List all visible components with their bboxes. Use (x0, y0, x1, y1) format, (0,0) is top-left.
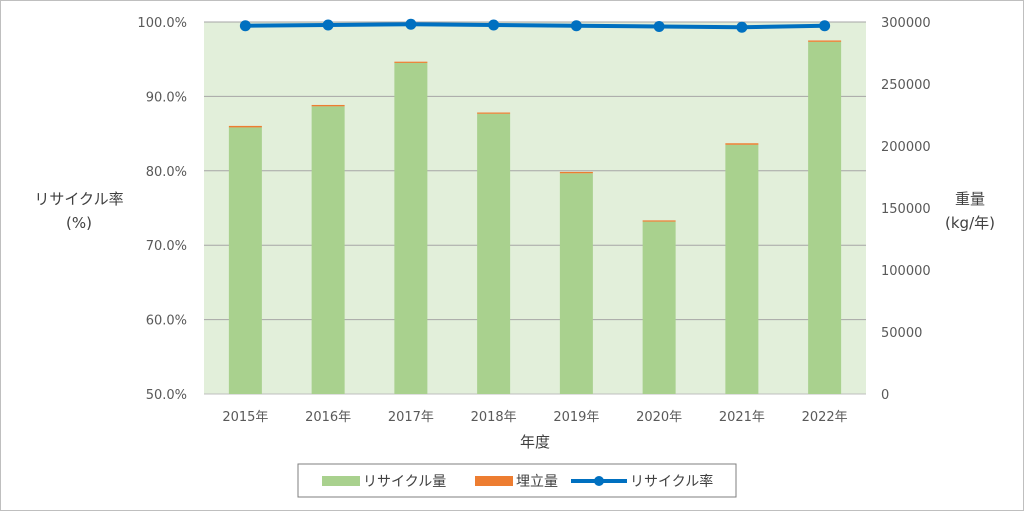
x-axis-ticks: 2015年 2016年 2017年 2018年 2019年 2020年 2021年 2022年 (222, 410, 847, 425)
bars (228, 40, 842, 395)
recycle-bar (642, 221, 676, 394)
landfill-bar (394, 61, 428, 63)
right-tick-label: 200000 (881, 140, 931, 155)
right-tick-label: 50000 (881, 326, 922, 341)
legend-label-rate: リサイクル率 (630, 473, 713, 490)
x-tick-label: 2017年 (388, 410, 434, 425)
rate-line (239, 18, 831, 33)
legend-swatch-landfill (475, 476, 513, 486)
right-tick-label: 100000 (881, 264, 931, 279)
landfill-bar (477, 112, 511, 114)
legend-box (297, 463, 737, 498)
rate-polyline (245, 22, 825, 30)
recycle-bar (311, 106, 345, 394)
rate-point (570, 20, 582, 32)
left-axis-title-line2: (%) (66, 214, 92, 232)
x-tick-label: 2018年 (471, 410, 517, 425)
right-tick-label: 300000 (881, 16, 931, 31)
recycle-bar (228, 127, 262, 395)
legend-label-recycle: リサイクル量 (363, 474, 446, 490)
landfill-bar (725, 143, 759, 145)
right-tick-label: 0 (881, 388, 889, 403)
right-axis-title-line2: (kg/年) (945, 214, 995, 232)
x-tick-label: 2021年 (719, 410, 765, 425)
plot-area (204, 22, 866, 394)
recycle-bar (477, 113, 511, 394)
rate-point (736, 21, 748, 33)
left-axis-ticks: 50.0% 60.0% 70.0% 80.0% 90.0% 100.0% (137, 16, 187, 403)
landfill-bar (559, 171, 593, 174)
legend-swatch-recycle (322, 476, 360, 486)
left-tick-label: 60.0% (146, 314, 187, 329)
x-tick-label: 2015年 (222, 410, 268, 425)
x-tick-label: 2016年 (305, 410, 351, 425)
landfill-bar (228, 125, 262, 128)
x-tick-label: 2019年 (553, 410, 599, 425)
legend-label-landfill: 埋立量 (516, 474, 558, 490)
left-tick-label: 80.0% (146, 165, 187, 180)
recycle-bar (808, 41, 842, 395)
right-tick-label: 250000 (881, 78, 931, 93)
recycle-bar (725, 144, 759, 394)
rate-point (322, 19, 334, 31)
rate-point (239, 20, 251, 32)
left-axis-title-line1: リサイクル率 (34, 190, 123, 208)
right-axis-title-line1: 重量 (955, 190, 985, 208)
landfill-bar (311, 104, 345, 107)
rate-point (488, 19, 500, 31)
left-tick-label: 70.0% (146, 239, 187, 254)
recycle-bar (559, 173, 593, 394)
recycle-bar (394, 62, 428, 395)
x-tick-label: 2022年 (802, 410, 848, 425)
legend-swatch-rate-marker (594, 476, 604, 486)
rate-point (653, 20, 665, 32)
legend: リサイクル量 埋立量 リサイクル率 (297, 463, 737, 498)
x-tick-label: 2020年 (636, 410, 682, 425)
left-tick-label: 100.0% (137, 16, 187, 31)
x-axis-title: 年度 (520, 433, 550, 451)
right-axis-ticks: 0 50000 100000 150000 200000 250000 300000 (881, 16, 931, 403)
right-tick-label: 150000 (881, 202, 931, 217)
landfill-bar (642, 220, 676, 222)
left-tick-label: 50.0% (146, 388, 187, 403)
rate-point (405, 18, 417, 30)
rate-point (819, 20, 831, 32)
left-tick-label: 90.0% (146, 90, 187, 105)
landfill-bar (808, 40, 842, 42)
